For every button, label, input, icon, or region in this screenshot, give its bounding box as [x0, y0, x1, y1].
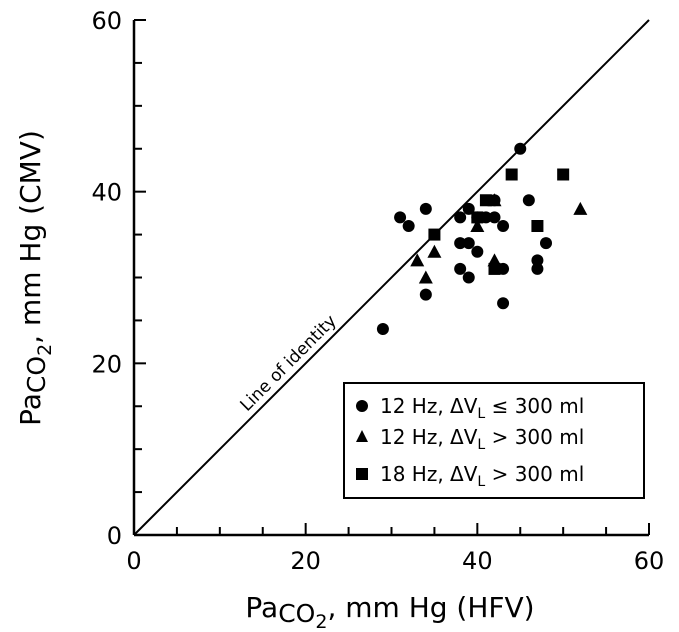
data-point-circle [471, 245, 484, 258]
line-of-identity [133, 19, 650, 536]
data-point-circle [462, 271, 475, 284]
legend-label-3-sub: L [477, 474, 485, 490]
data-point-square [505, 168, 518, 181]
data-point-circle [394, 211, 407, 224]
legend-marker-circle [356, 400, 368, 412]
svg-text:12 Hz, ΔVL ≤ 300 ml: 12 Hz, ΔVL ≤ 300 ml [380, 394, 584, 422]
legend-label-1-rest: ≤ 300 ml [485, 394, 584, 418]
x-tick-label: 20 [290, 547, 321, 575]
svg-text:PaCO2, mm Hg (HFV): PaCO2, mm Hg (HFV) [245, 591, 534, 632]
data-point-circle [402, 220, 415, 232]
legend-marker-triangle [356, 430, 368, 442]
data-point-circle [540, 237, 552, 250]
svg-text:18 Hz, ΔVL > 300 ml: 18 Hz, ΔVL > 300 ml [380, 462, 584, 490]
legend-label-3-rate: 18 Hz, ΔV [380, 462, 478, 486]
x-tick-label: 40 [462, 547, 493, 575]
data-point-circle [522, 194, 535, 207]
svg-text:12 Hz, ΔVL > 300 ml: 12 Hz, ΔVL > 300 ml [380, 425, 584, 453]
data-point-circle [531, 254, 544, 267]
data-point-triangle [573, 201, 588, 215]
y-axis-title-suffix: , mm Hg (CMV) [14, 130, 47, 344]
data-point-circle [514, 142, 527, 155]
data-point-square [479, 194, 492, 207]
data-point-triangle [427, 244, 442, 258]
data-point-square [428, 228, 441, 241]
data-point-circle [497, 297, 510, 310]
y-tick-label: 0 [107, 522, 122, 550]
data-point-circle [488, 211, 501, 224]
data-point-triangle [470, 219, 485, 232]
data-point-triangle [410, 253, 425, 267]
ticks [133, 19, 650, 536]
data-point-circle [454, 237, 467, 250]
x-axis-title-suffix: , mm Hg (HFV) [327, 591, 534, 624]
svg-text:PaCO2, mm Hg (CMV): PaCO2, mm Hg (CMV) [14, 130, 56, 426]
legend-label-2-rest: > 300 ml [485, 425, 584, 449]
data-point-square [488, 262, 501, 275]
y-tick-label: 20 [91, 350, 122, 378]
identity-line-label: Line of identity [236, 311, 340, 415]
data-point-square [557, 168, 570, 181]
legend-label-2-rate: 12 Hz, ΔV [380, 425, 478, 449]
data-point-circle [497, 220, 510, 232]
data-point-circle [462, 237, 475, 250]
x-tick-label: 0 [126, 547, 141, 575]
x-axis-title: PaCO2, mm Hg (HFV) [245, 591, 534, 632]
legend-box [343, 382, 645, 499]
legend-label-2-sub: L [477, 437, 485, 453]
y-axis-title-sub: 2 [34, 344, 56, 356]
data-point-circle [376, 323, 389, 335]
y-axis-title-prefix: Pa [14, 393, 47, 426]
y-axis-title: PaCO2, mm Hg (CMV) [14, 130, 56, 426]
x-tick-label: 60 [634, 547, 665, 575]
y-tick-label: 40 [91, 179, 122, 207]
x-axis-title-chem: CO [278, 599, 315, 628]
data-point-square [471, 211, 484, 224]
data-point-square [531, 220, 544, 232]
x-axis-title-sub: 2 [315, 611, 327, 632]
legend-marker-square [356, 468, 368, 480]
data-point-circle [531, 262, 544, 275]
legend-label-1-sub: L [477, 406, 485, 422]
data-point-circle [419, 202, 432, 215]
y-tick-label: 60 [91, 7, 122, 35]
x-axis-title-prefix: Pa [245, 591, 278, 624]
data-point-triangle [418, 270, 433, 284]
data-point-circle [454, 262, 467, 275]
legend: 12 Hz, ΔVL ≤ 300 ml 12 Hz, ΔVL > 300 ml … [343, 382, 645, 499]
data-point-circle [454, 211, 467, 224]
legend-label-1-rate: 12 Hz, ΔV [380, 394, 478, 418]
data-point-circle [419, 288, 432, 301]
legend-label-3-rest: > 300 ml [485, 462, 584, 486]
y-axis-title-chem: CO [22, 356, 51, 393]
data-points [376, 142, 588, 335]
tick-labels: 0 20 40 60 0 20 40 60 [91, 7, 664, 575]
